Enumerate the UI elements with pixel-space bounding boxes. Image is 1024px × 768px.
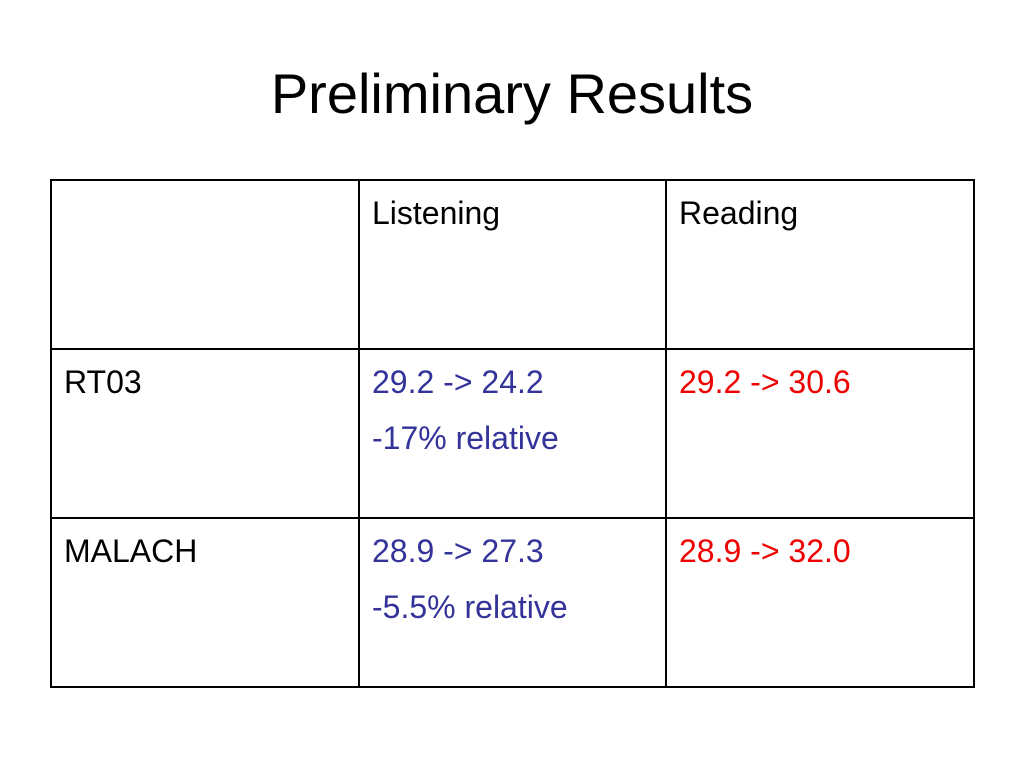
reading-cell: 28.9 -> 32.0	[665, 517, 975, 688]
row-label-cell: MALACH	[50, 517, 360, 688]
listening-cell: 28.9 -> 27.3 -5.5% relative	[358, 517, 667, 688]
row-label: MALACH	[64, 533, 198, 569]
results-table: Listening Reading RT03 29.2 -> 24.2 -17%…	[50, 179, 975, 688]
table-row: MALACH 28.9 -> 27.3 -5.5% relative 28.9 …	[50, 517, 975, 688]
table-header-row: Listening Reading	[50, 179, 975, 350]
listening-relative: -17% relative	[372, 420, 559, 456]
header-cell-empty	[50, 179, 360, 350]
reading-value: 28.9 -> 32.0	[679, 533, 851, 569]
listening-cell: 29.2 -> 24.2 -17% relative	[358, 348, 667, 519]
header-listening-label: Listening	[372, 195, 501, 231]
listening-value: 28.9 -> 27.3	[372, 533, 544, 569]
slide-title: Preliminary Results	[270, 62, 754, 125]
row-label-cell: RT03	[50, 348, 360, 519]
header-reading-label: Reading	[679, 195, 799, 231]
reading-value: 29.2 -> 30.6	[679, 364, 851, 400]
listening-relative: -5.5% relative	[372, 589, 568, 625]
table-row: RT03 29.2 -> 24.2 -17% relative 29.2 -> …	[50, 348, 975, 519]
row-label: RT03	[64, 364, 142, 400]
listening-value: 29.2 -> 24.2	[372, 364, 544, 400]
header-cell-reading: Reading	[665, 179, 975, 350]
reading-cell: 29.2 -> 30.6	[665, 348, 975, 519]
header-cell-listening: Listening	[358, 179, 667, 350]
